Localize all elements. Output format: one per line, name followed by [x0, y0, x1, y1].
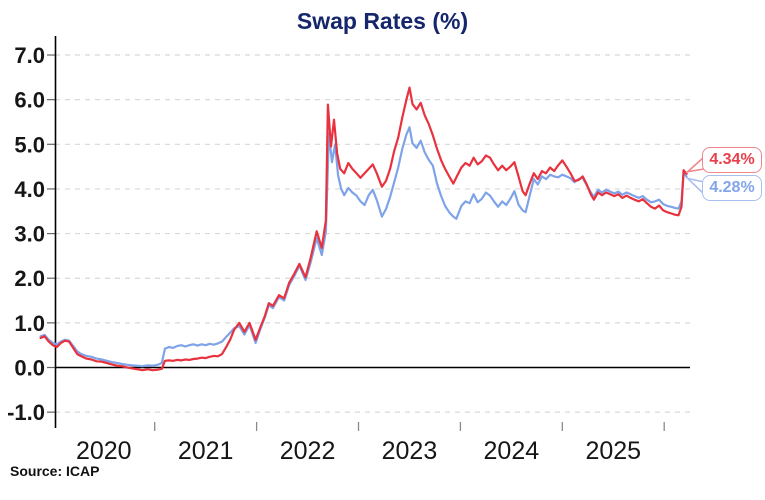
blue-series-end-value-callout: 4.28%	[702, 175, 762, 201]
y-tick-label: 0.0	[14, 356, 45, 381]
y-tick-label: 1.0	[14, 311, 45, 336]
x-tick-label: 2025	[585, 437, 641, 465]
y-tick-label: -1.0	[7, 400, 45, 425]
y-tick-label: 7.0	[14, 43, 45, 68]
y-tick-label: 5.0	[14, 132, 45, 157]
source-note: Source: ICAP	[10, 463, 100, 479]
red-series-end-value-callout: 4.34%	[702, 147, 762, 173]
blue-series-line	[39, 126, 688, 368]
y-tick-label: 6.0	[14, 88, 45, 113]
y-tick-label: 3.0	[14, 222, 45, 247]
x-tick-label: 2020	[76, 437, 132, 465]
x-tick-label: 2024	[484, 437, 540, 465]
chart-title: Swap Rates (%)	[296, 8, 469, 34]
y-tick-label: 2.0	[14, 266, 45, 291]
x-tick-label: 2021	[178, 437, 234, 465]
x-tick-label: 2022	[280, 437, 336, 465]
x-tick-label: 2023	[382, 437, 438, 465]
y-tick-label: 4.0	[14, 177, 45, 202]
red-series-line	[39, 86, 688, 372]
